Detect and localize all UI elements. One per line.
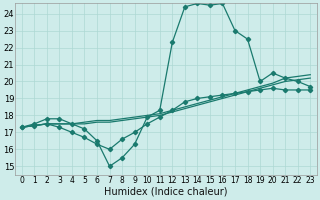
X-axis label: Humidex (Indice chaleur): Humidex (Indice chaleur) — [104, 187, 228, 197]
